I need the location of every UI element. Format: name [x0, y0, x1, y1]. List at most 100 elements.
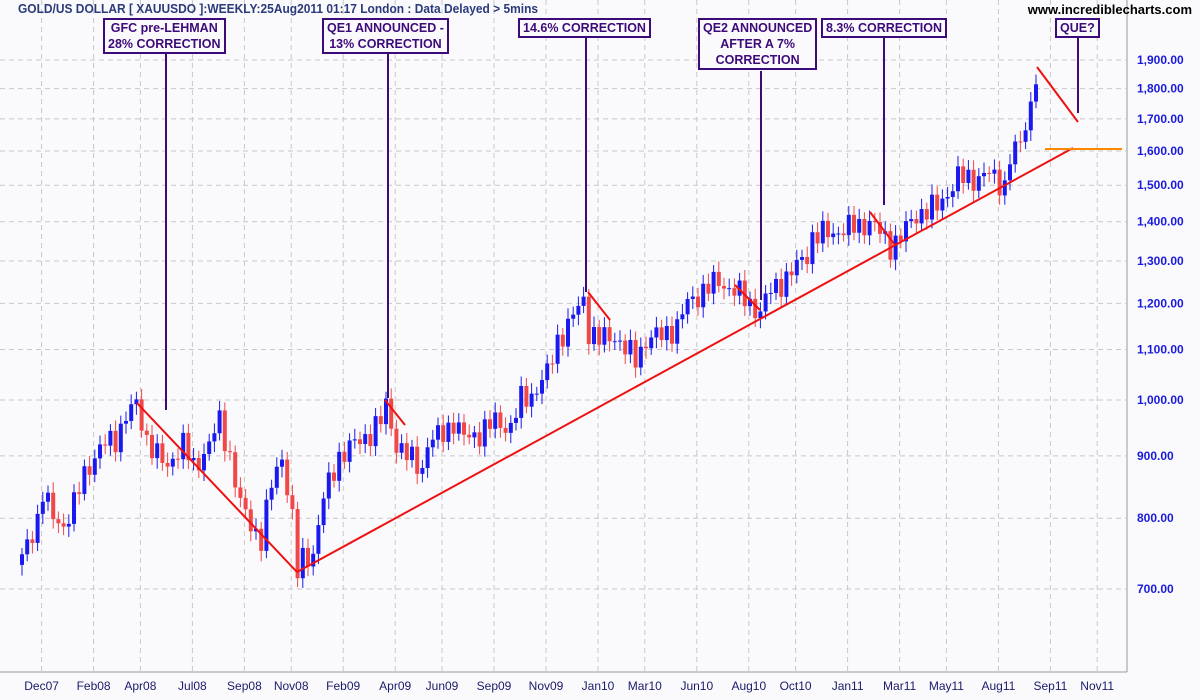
trend-line — [296, 147, 1074, 573]
candle — [805, 246, 810, 274]
candle-body — [566, 318, 570, 347]
candle — [810, 224, 815, 274]
candle — [982, 162, 986, 187]
y-tick-label: 1,400.00 — [1137, 215, 1184, 229]
candle-body — [384, 398, 388, 425]
candle-body — [300, 547, 305, 579]
candle — [602, 317, 607, 353]
y-tick-label: 1,200.00 — [1137, 296, 1184, 310]
candle-body — [659, 327, 664, 341]
candle — [826, 212, 830, 248]
candle — [976, 168, 981, 199]
candle-body — [779, 278, 784, 297]
candle-body — [358, 439, 362, 445]
trend-line — [1036, 66, 1079, 123]
candle-body — [649, 337, 654, 349]
candle-body — [774, 278, 778, 293]
candle — [404, 432, 409, 471]
candle — [498, 405, 503, 438]
candle-body — [748, 298, 752, 307]
candle — [420, 459, 425, 483]
candle-body — [170, 458, 175, 467]
candle — [103, 434, 108, 455]
candle — [1013, 134, 1018, 173]
candle-body — [87, 466, 92, 475]
candle — [1034, 74, 1038, 109]
candle-body — [233, 452, 238, 488]
candle — [716, 261, 721, 293]
candle-body — [607, 327, 612, 342]
candle — [935, 186, 940, 221]
candle-body — [394, 428, 399, 453]
candle — [649, 330, 654, 355]
candle-body — [945, 196, 950, 199]
candle-body — [295, 509, 300, 579]
candle-body — [82, 466, 87, 494]
candle — [186, 423, 191, 469]
candle — [238, 477, 243, 508]
x-tick-label: Dec07 — [24, 679, 59, 693]
candle — [524, 377, 529, 414]
y-tick-label: 1,000.00 — [1137, 393, 1184, 407]
candle-body — [472, 432, 477, 438]
candle-body — [711, 271, 716, 294]
candle — [878, 212, 882, 243]
candle-body — [898, 235, 903, 242]
candle-body — [664, 326, 669, 341]
candle — [815, 222, 820, 254]
x-tick-label: Nov11 — [1080, 679, 1114, 693]
candle — [696, 287, 700, 316]
annotation-line: 14.6% CORRECTION — [523, 21, 646, 35]
candle — [456, 413, 461, 441]
candle — [92, 449, 97, 483]
candle-body — [477, 432, 482, 447]
candle — [300, 537, 305, 588]
candle — [904, 211, 908, 253]
candle — [410, 439, 414, 468]
candle-body — [633, 339, 638, 368]
candle-body — [950, 191, 955, 197]
candle — [35, 504, 40, 551]
candle-body — [1013, 141, 1018, 165]
candle — [898, 228, 903, 249]
candle — [269, 479, 274, 511]
candle-body — [976, 176, 981, 191]
candle — [306, 538, 310, 577]
candle-body — [576, 305, 581, 315]
x-tick-label: Mar10 — [628, 679, 662, 693]
candle-body — [337, 451, 342, 481]
candle-body — [789, 271, 794, 276]
candle-body — [139, 399, 144, 431]
candle — [872, 212, 877, 232]
candle — [519, 376, 524, 429]
candle — [295, 501, 300, 587]
candle — [212, 423, 217, 453]
candle-body — [644, 346, 648, 349]
candle — [612, 332, 617, 351]
candle — [248, 500, 253, 542]
candle — [425, 437, 430, 478]
candle-body — [430, 439, 435, 448]
candle-body — [415, 446, 420, 474]
site-url: www.incrediblecharts.com — [1027, 2, 1192, 17]
candle — [160, 434, 165, 471]
candle-body — [727, 288, 732, 290]
candle — [124, 411, 128, 434]
candle — [675, 311, 680, 354]
candle — [800, 249, 804, 271]
candle — [217, 400, 222, 441]
candle-body — [129, 404, 134, 421]
candle-body — [529, 393, 534, 407]
candle-body — [867, 220, 872, 236]
candle — [181, 424, 186, 469]
annotation-line: 8.3% CORRECTION — [826, 21, 942, 35]
candle — [1002, 171, 1007, 205]
candle-body — [269, 487, 274, 500]
annotation-qe2: QE2 ANNOUNCED AFTER A 7% CORRECTION — [698, 18, 818, 70]
candle-body — [612, 341, 617, 343]
candle-body — [451, 422, 456, 434]
candle-body — [675, 319, 680, 344]
candle-body — [909, 219, 914, 222]
candle-body — [493, 412, 498, 429]
y-tick-label: 1,800.00 — [1137, 82, 1184, 96]
